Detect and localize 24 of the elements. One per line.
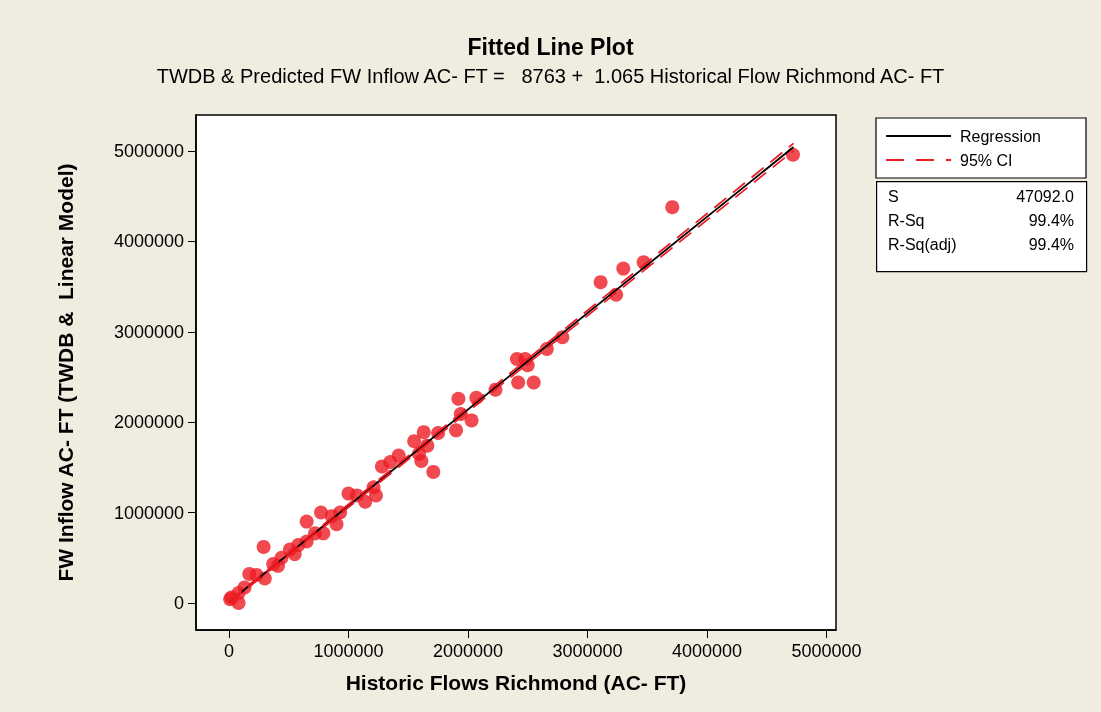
chart-title: Fitted Line Plot: [467, 33, 634, 60]
legend-label: Regression: [960, 127, 1041, 145]
chart-subtitle: TWDB & Predicted FW Inflow AC- FT = 8763 + 1.065 Historical Flow Richmond AC- FT: [156, 65, 945, 87]
y-axis-title: FW Inflow AC- FT (TWDB & Linear Model): [54, 163, 77, 582]
x-tick-label: 3000000: [552, 641, 623, 661]
x-tick-label: 4000000: [671, 641, 742, 661]
text: 47092.0: [1016, 187, 1075, 205]
text: R-Sq: [888, 211, 925, 229]
text: 99.4%: [1028, 235, 1075, 253]
x-tick-label: 2000000: [432, 641, 503, 661]
legend-label: 95% CI: [960, 151, 1013, 169]
y-tick-label: 5000000: [113, 141, 184, 162]
y-tick-label: 2000000: [113, 412, 184, 433]
x-tick-label: 5000000: [791, 641, 862, 661]
y-tick-label: 0: [173, 592, 184, 613]
x-tick-label: 0: [223, 641, 234, 661]
text: 99.4%: [1028, 211, 1075, 229]
y-tick-label: 3000000: [113, 321, 184, 342]
y-tick-label: 1000000: [113, 502, 184, 523]
text: R-Sq(adj): [888, 235, 957, 253]
y-tick-label: 4000000: [113, 231, 184, 252]
x-axis-title: Historic Flows Richmond (AC- FT): [345, 671, 687, 694]
x-tick-label: 1000000: [313, 641, 384, 661]
text: S: [888, 187, 899, 205]
